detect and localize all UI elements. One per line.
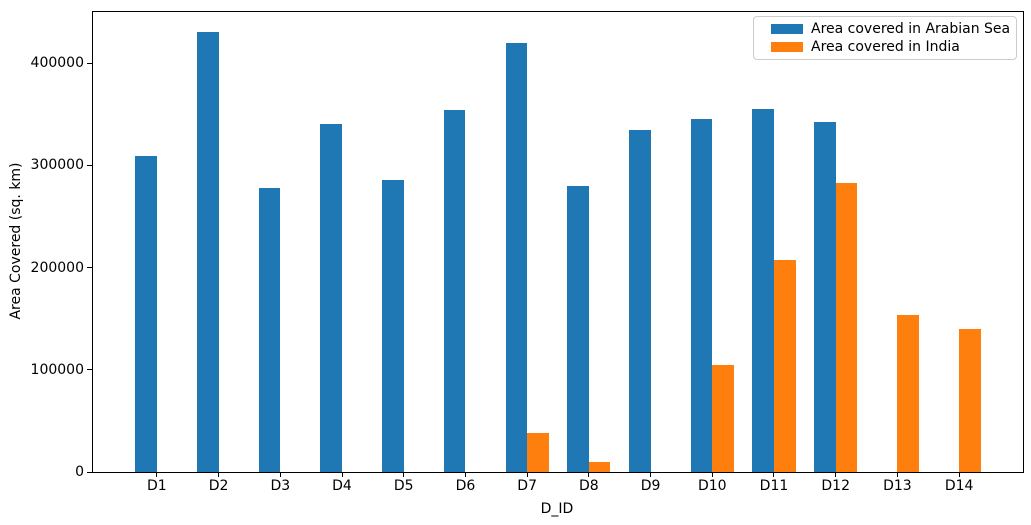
x-tick-label-D5: D5 <box>393 478 414 494</box>
y-tick-label: 0 <box>75 464 84 480</box>
legend-swatch-icon <box>771 42 803 53</box>
x-tick-mark <box>403 473 405 477</box>
bar-D10-series0 <box>690 119 713 472</box>
x-tick-label-D1: D1 <box>147 478 167 494</box>
legend-entry-1: Area covered in India <box>771 40 1016 54</box>
plot-area <box>92 11 1024 473</box>
bar-D3-series0 <box>258 187 281 472</box>
bar-D7-series1 <box>527 433 549 472</box>
x-tick-label-D11: D11 <box>759 478 789 494</box>
x-tick-label-D4: D4 <box>332 478 352 494</box>
bar-D8-series0 <box>567 185 589 472</box>
y-tick-label: 200000 <box>30 259 84 276</box>
legend-swatch-icon <box>771 23 803 34</box>
x-tick-mark <box>896 473 898 477</box>
x-tick-mark <box>156 473 158 477</box>
bar-D2-series0 <box>196 32 219 472</box>
y-tick-mark <box>87 471 92 473</box>
x-tick-label-D14: D14 <box>944 478 974 494</box>
bar-D12-series1 <box>835 182 858 472</box>
y-tick-mark <box>87 369 92 371</box>
bar-D4-series0 <box>320 124 342 472</box>
x-tick-label-D13: D13 <box>883 478 912 494</box>
x-tick-mark <box>588 473 590 477</box>
y-tick-mark <box>87 62 92 64</box>
y-tick-label: 100000 <box>30 361 84 378</box>
x-tick-mark <box>526 473 528 477</box>
legend-entry-0: Area covered in Arabian Sea <box>771 22 1016 36</box>
legend-label: Area covered in India <box>811 39 960 56</box>
x-tick-label-D10: D10 <box>697 478 727 494</box>
x-tick-label-D6: D6 <box>455 478 476 494</box>
bar-D1-series0 <box>135 156 157 472</box>
bar-D11-series1 <box>773 260 796 472</box>
x-tick-mark <box>650 473 652 477</box>
bar-D8-series1 <box>588 461 611 472</box>
x-tick-mark <box>218 473 220 477</box>
bar-D9-series0 <box>628 129 651 472</box>
legend: Area covered in Arabian Sea Area covered … <box>753 16 1017 60</box>
bar-D12-series0 <box>814 122 836 472</box>
y-axis-label: Area Covered (sq. km) <box>8 162 24 320</box>
x-tick-mark <box>958 473 960 477</box>
x-tick-mark <box>773 473 775 477</box>
bar-D13-series1 <box>897 314 919 472</box>
x-tick-mark <box>464 473 466 477</box>
y-tick-mark <box>87 164 92 166</box>
bar-D7-series0 <box>505 42 528 472</box>
bar-D5-series0 <box>382 179 404 472</box>
x-tick-mark <box>711 473 713 477</box>
x-tick-label-D3: D3 <box>270 478 291 494</box>
y-tick-label: 300000 <box>30 157 84 174</box>
bar-D10-series1 <box>712 364 734 472</box>
bar-D11-series0 <box>752 109 774 472</box>
x-tick-label-D9: D9 <box>640 478 661 494</box>
x-tick-label-D12: D12 <box>821 478 851 494</box>
x-tick-mark <box>341 473 343 477</box>
bar-D14-series1 <box>959 328 981 472</box>
x-tick-label-D2: D2 <box>208 478 229 494</box>
x-tick-mark <box>279 473 281 477</box>
x-tick-mark <box>835 473 837 477</box>
legend-label: Area covered in Arabian Sea <box>811 20 1011 37</box>
y-tick-mark <box>87 267 92 269</box>
y-tick-label: 400000 <box>30 55 84 72</box>
x-tick-label-D7: D7 <box>517 478 537 494</box>
x-axis-label: D_ID <box>540 501 574 517</box>
bar-D6-series0 <box>443 110 466 472</box>
x-tick-label-D8: D8 <box>579 478 599 494</box>
